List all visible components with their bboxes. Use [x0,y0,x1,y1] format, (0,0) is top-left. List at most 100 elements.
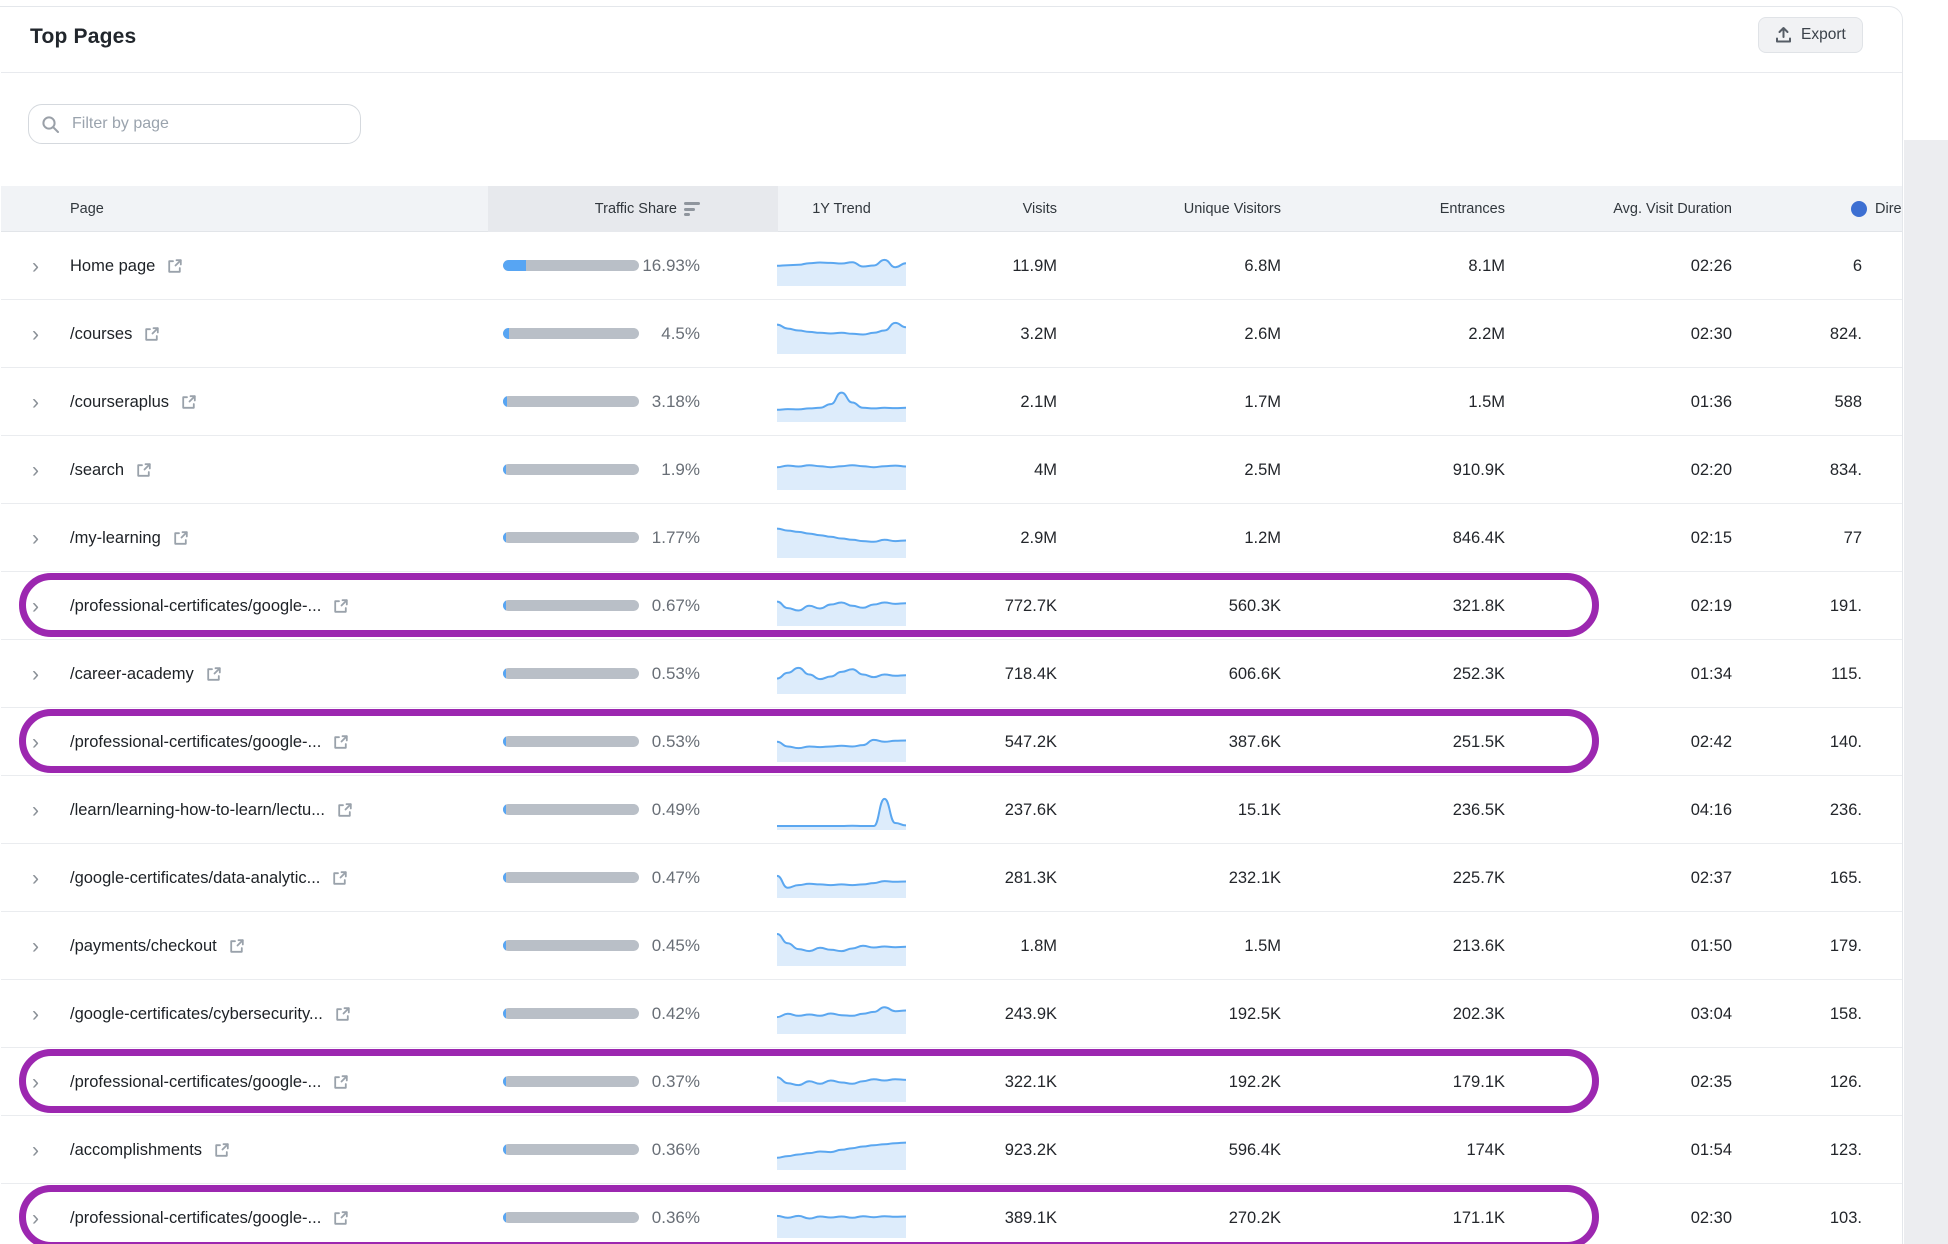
expand-chevron-icon[interactable]: › [32,594,39,618]
direct-value: 236. [1829,800,1862,819]
external-link-icon[interactable] [229,938,245,954]
external-link-icon[interactable] [337,802,353,818]
col-header-visits[interactable]: Visits [1022,201,1057,217]
expand-chevron-icon[interactable]: › [32,322,39,346]
external-link-icon[interactable] [144,326,160,342]
page-link[interactable]: /google-certificates/cybersecurity... [70,1004,323,1023]
traffic-share-bar-fill [503,736,506,747]
direct-value: 191. [1829,596,1862,615]
page-cell: /professional-certificates/google-... [70,708,349,776]
avg-visit-duration-value: 02:20 [1690,460,1732,479]
expand-chevron-icon[interactable]: › [32,526,39,550]
page-link[interactable]: /professional-certificates/google-... [70,732,322,751]
external-link-icon[interactable] [333,734,349,750]
traffic-share-bar-fill [503,260,527,271]
export-label: Export [1801,26,1846,43]
trend-sparkline [777,391,906,422]
table-row: › /accomplishments 0.36% 923.2K 596.4K 174K 01… [1,1116,1902,1184]
external-link-icon[interactable] [332,870,348,886]
page-link[interactable]: /professional-certificates/google-... [70,596,322,615]
traffic-share-label: Traffic Share [594,201,677,217]
col-header-page[interactable]: Page [70,201,104,217]
expand-chevron-icon[interactable]: › [32,1002,39,1026]
page-link[interactable]: /accomplishments [70,1140,203,1159]
external-link-icon[interactable] [214,1142,230,1158]
external-link-icon[interactable] [136,462,152,478]
page-link[interactable]: /career-academy [70,664,194,683]
page-link[interactable]: /payments/checkout [70,936,217,955]
trend-sparkline [777,1214,906,1238]
trend-sparkline [777,1006,906,1034]
table-row: › /career-academy 0.53% 718.4K 606.6K 252.3K 0… [1,640,1902,708]
page-link[interactable]: /professional-certificates/google-... [70,1072,322,1091]
entrances-value: 225.7K [1452,868,1505,887]
external-link-icon[interactable] [333,1074,349,1090]
col-header-1y-trend[interactable]: 1Y Trend [812,201,871,217]
page-link[interactable]: /courseraplus [70,392,170,411]
expand-chevron-icon[interactable]: › [32,1138,39,1162]
trend-sparkline [777,933,906,966]
page-link[interactable]: /search [70,460,125,479]
expand-chevron-icon[interactable]: › [32,1070,39,1094]
table-row: › /learn/learning-how-to-learn/lectu... 0.… [1,776,1902,844]
visits-value: 237.6K [1004,800,1057,819]
avg-visit-duration-value: 03:04 [1690,1004,1732,1023]
expand-chevron-icon[interactable]: › [32,458,39,482]
traffic-share-value: 0.53% [651,664,700,683]
unique-visitors-value: 1.7M [1244,392,1281,411]
export-button[interactable]: Export [1758,17,1863,53]
external-link-icon[interactable] [181,394,197,410]
expand-chevron-icon[interactable]: › [32,254,39,278]
entrances-value: 8.1M [1468,256,1505,275]
col-header-unique-visitors[interactable]: Unique Visitors [1183,201,1281,217]
page-link[interactable]: /learn/learning-how-to-learn/lectu... [70,800,325,819]
visits-value: 322.1K [1004,1072,1057,1091]
col-header-entrances[interactable]: Entrances [1439,201,1505,217]
visits-value: 4M [1034,460,1057,479]
page-cell: /search [70,436,152,504]
page-cell: /learn/learning-how-to-learn/lectu... [70,776,353,844]
filter-input[interactable] [70,114,348,134]
col-header-avg-visit-duration[interactable]: Avg. Visit Duration [1613,201,1732,217]
unique-visitors-value: 232.1K [1228,868,1281,887]
page-cell: /google-certificates/cybersecurity... [70,980,351,1048]
page-cell: Home page [70,232,183,300]
entrances-value: 1.5M [1468,392,1505,411]
trend-sparkline [777,738,906,762]
direct-value: 77 [1843,528,1862,547]
traffic-share-bar-fill [503,532,506,543]
expand-chevron-icon[interactable]: › [32,1206,39,1230]
page-cell: /my-learning [70,504,189,572]
external-link-icon[interactable] [167,258,183,274]
unique-visitors-value: 606.6K [1228,664,1281,683]
unique-visitors-value: 1.5M [1244,936,1281,955]
expand-chevron-icon[interactable]: › [32,934,39,958]
external-link-icon[interactable] [173,530,189,546]
col-header-traffic-share[interactable]: Traffic Share [595,186,700,232]
visits-value: 547.2K [1004,732,1057,751]
page-link[interactable]: /courses [70,324,133,343]
expand-chevron-icon[interactable]: › [32,798,39,822]
external-link-icon[interactable] [206,666,222,682]
external-link-icon[interactable] [333,598,349,614]
page-link[interactable]: Home page [70,256,156,275]
external-link-icon[interactable] [333,1210,349,1226]
page-link[interactable]: /professional-certificates/google-... [70,1208,322,1227]
col-header-direct[interactable]: Dire [1851,186,1902,232]
direct-value: 123. [1829,1140,1862,1159]
expand-chevron-icon[interactable]: › [32,866,39,890]
expand-chevron-icon[interactable]: › [32,390,39,414]
trend-sparkline [777,1141,906,1170]
filter-by-page-field[interactable] [28,104,361,144]
trend-sparkline [777,321,906,354]
traffic-share-bar [503,1144,639,1155]
page-link[interactable]: /my-learning [70,528,161,547]
expand-chevron-icon[interactable]: › [32,730,39,754]
avg-visit-duration-value: 02:15 [1690,528,1732,547]
expand-chevron-icon[interactable]: › [32,662,39,686]
traffic-share-bar [503,600,639,611]
trend-sparkline [777,258,906,286]
traffic-share-value: 1.77% [651,528,700,547]
external-link-icon[interactable] [335,1006,351,1022]
page-link[interactable]: /google-certificates/data-analytic... [70,868,321,887]
